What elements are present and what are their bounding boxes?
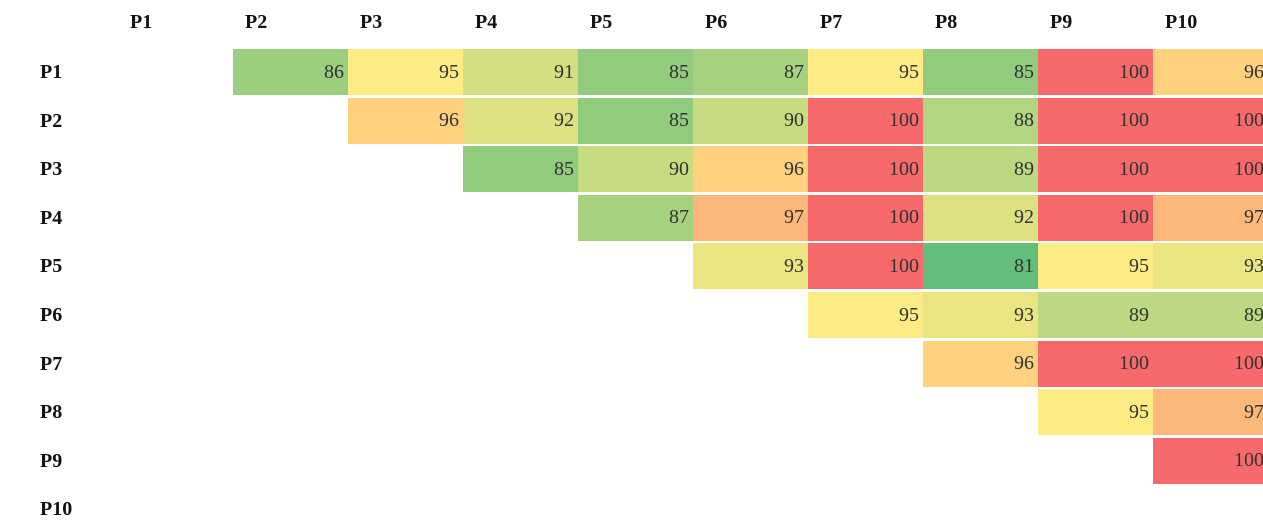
cell: 100 [1153,437,1263,484]
cell: 89 [923,146,1038,193]
cell: 96 [1153,49,1263,95]
cell: 93 [923,292,1038,338]
row-header: P9 [40,449,63,472]
cell: 87 [578,194,693,241]
cell: 81 [923,243,1038,290]
cell: 85 [463,146,578,193]
cell: 95 [808,49,923,95]
cell: 85 [923,49,1038,95]
cell: 92 [463,97,578,144]
cell: 86 [233,49,348,95]
cell: 87 [693,49,808,95]
column-header: P1 [130,11,153,33]
cell: 95 [1038,389,1153,436]
cell: 90 [578,146,693,193]
cell: 95 [348,49,463,95]
row-header: P6 [40,304,63,326]
cell: 85 [578,49,693,95]
row-header: P4 [40,206,63,229]
cell: 100 [1038,194,1153,241]
cell: 100 [1038,49,1153,95]
cell: 100 [1153,97,1263,144]
cell: 97 [693,194,808,241]
cell: 96 [348,97,463,144]
row-header: P10 [40,498,73,520]
cell: 88 [923,97,1038,144]
cell: 100 [808,194,923,241]
cell: 89 [1153,292,1263,338]
cell: 100 [1038,340,1153,387]
column-header: P9 [1050,11,1073,33]
cell: 100 [808,243,923,290]
cell: 93 [1153,243,1263,290]
column-header: P8 [935,11,958,33]
column-header: P7 [820,11,843,33]
row-header: P8 [40,401,63,424]
cell: 100 [1153,340,1263,387]
cell: 89 [1038,292,1153,338]
cell: 91 [463,49,578,95]
cell: 85 [578,97,693,144]
row-header: P3 [40,158,63,181]
cell: 100 [1038,97,1153,144]
cell: 97 [1153,194,1263,241]
cell: 96 [923,340,1038,387]
column-header: P10 [1165,11,1198,33]
cell: 100 [808,146,923,193]
cell: 92 [923,194,1038,241]
cell: 100 [808,97,923,144]
column-header: P4 [475,11,498,33]
column-header: P3 [360,11,383,33]
row-header: P2 [40,109,63,132]
cell: 95 [808,292,923,338]
cell: 95 [1038,243,1153,290]
cell: 93 [693,243,808,290]
row-header: P7 [40,352,63,375]
cell: 100 [1153,146,1263,193]
column-header: P2 [245,11,268,33]
row-header: P5 [40,255,63,278]
column-header: P5 [590,11,613,33]
cell: 90 [693,97,808,144]
cell: 100 [1038,146,1153,193]
cell: 96 [693,146,808,193]
row-header: P1 [40,61,63,83]
cell: 97 [1153,389,1263,436]
column-header: P6 [705,11,728,33]
